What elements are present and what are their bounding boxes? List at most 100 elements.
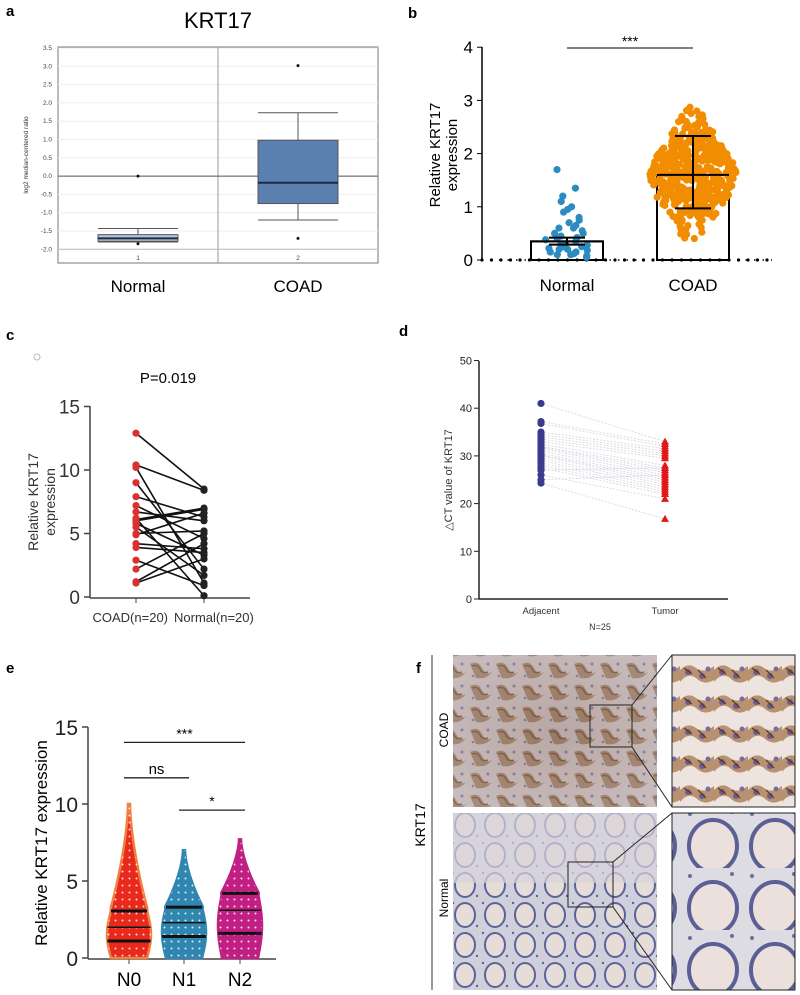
y-tick-label: 10: [55, 794, 78, 817]
axis-dot: [518, 258, 522, 262]
y-tick-label: 2.5: [43, 82, 52, 89]
pair-line: [135, 482, 205, 570]
panel-a-xlabel-normal: Normal: [111, 277, 166, 296]
x-tick-label: COAD(n=20): [93, 610, 169, 625]
x-tick-label: N1: [172, 970, 196, 991]
pair-line: [135, 532, 205, 570]
y-tick-label: 40: [460, 403, 472, 415]
pair-line: [135, 504, 205, 540]
y-tick-label: 2: [464, 145, 473, 164]
pair-line: [540, 453, 666, 478]
coad-zoom-connector-top: [631, 654, 673, 706]
coad-zoom-region: [589, 704, 633, 748]
data-point-coad: [657, 155, 665, 163]
box-coad: [257, 139, 339, 205]
data-point-coad: [729, 164, 737, 173]
data-point-coad: [676, 137, 684, 145]
axis-dot: [755, 258, 760, 262]
data-point-coad: [676, 195, 685, 203]
data-point-coad: [683, 138, 691, 147]
data-point-coad: [685, 186, 693, 194]
pair-line: [540, 482, 666, 520]
data-point-coad: [132, 508, 140, 516]
x-tick-label: Adjacent: [523, 606, 560, 617]
data-point-coad: [668, 130, 676, 138]
panel-e-chart: 0 5 10 15 N0 N1 N2 *** ns *: [55, 717, 276, 991]
data-point-coad: [672, 165, 680, 173]
data-point-normal: [200, 534, 208, 543]
data-point-coad: [132, 556, 140, 564]
panel-c-pvalue: P=0.019: [140, 370, 196, 387]
data-point-normal: [553, 251, 561, 259]
axis-dot: [641, 258, 646, 262]
y-tick-label: 0.5: [43, 155, 52, 162]
data-point-coad: [678, 217, 686, 226]
data-point-normal: [569, 224, 578, 232]
data-point-coad: [724, 159, 732, 167]
data-point-coad: [132, 515, 140, 524]
data-point-normal: [567, 251, 575, 259]
pair-line: [135, 546, 205, 554]
data-point-normal: [553, 165, 561, 174]
data-point-coad: [695, 176, 703, 185]
axis-dot: [765, 258, 769, 262]
pair-line: [540, 423, 666, 447]
category-tick-label: 1: [136, 255, 140, 262]
pair-line: [135, 542, 205, 583]
pair-line: [135, 508, 205, 522]
data-point-coad: [132, 501, 140, 510]
outlier-point: [296, 64, 300, 68]
data-point-coad: [678, 183, 686, 191]
normal-ihc-zoom-image: [671, 812, 796, 991]
pair-line: [135, 512, 205, 536]
data-point-normal: [200, 540, 208, 548]
normal-zoom-region: [567, 861, 614, 908]
pair-line: [540, 467, 666, 495]
data-point-coad: [692, 193, 700, 201]
panel-f-stain-label: KRT17: [412, 803, 428, 847]
pair-line: [540, 474, 666, 481]
normal-zoom-connector-bottom: [612, 906, 673, 991]
y-tick-label: 5: [69, 525, 80, 546]
data-point-normal: [200, 504, 208, 512]
y-tick-label: 15: [55, 717, 78, 740]
axis-dot: [736, 258, 741, 262]
outlier-point: [296, 236, 300, 240]
data-point-coad: [132, 479, 140, 487]
data-point-coad: [671, 201, 679, 209]
x-tick-label: N2: [228, 970, 252, 991]
violin-points-n1: [162, 850, 206, 958]
y-tick-label: -1.5: [41, 228, 53, 235]
y-tick-label: 3: [464, 91, 473, 110]
y-tick-label: 1.5: [43, 118, 52, 125]
pair-line: [135, 558, 205, 584]
y-tick-label: 4: [464, 38, 473, 57]
panel-a-boxplot: 3.5 3.0 2.5 2.0 1.5 1.0 0.5 0.0 -0.5 -1.0 -1.5 -2.0…: [41, 45, 379, 264]
panel-f-row-label-normal: Normal: [437, 879, 451, 918]
data-point-coad: [682, 230, 691, 238]
data-point-coad: [702, 126, 710, 134]
pair-line: [540, 421, 666, 445]
data-point-adjacent: [537, 419, 545, 428]
y-tick-label: 0.0: [43, 173, 52, 180]
data-point-coad: [684, 147, 692, 155]
y-tick-label: 30: [460, 451, 472, 463]
data-point-coad: [132, 429, 140, 437]
data-point-coad: [132, 523, 140, 531]
panel-c-ylabel-line1: Relative KRT17: [25, 453, 41, 551]
violin-points-n0: [107, 804, 151, 958]
y-tick-label: 0: [66, 948, 78, 971]
data-point-normal: [583, 241, 591, 249]
y-tick-label: 10: [460, 546, 472, 558]
data-point-coad: [725, 183, 733, 192]
data-point-tumor: [661, 514, 669, 522]
coad-ihc-overlay: [453, 655, 657, 807]
data-point-coad: [132, 543, 140, 552]
data-point-normal: [200, 548, 208, 557]
data-point-tumor: [661, 463, 669, 471]
pair-line: [135, 495, 205, 518]
data-point-tumor: [661, 454, 669, 462]
pair-line: [540, 474, 666, 500]
category-tick-label: 2: [296, 255, 300, 262]
outlier-point: [136, 242, 140, 246]
